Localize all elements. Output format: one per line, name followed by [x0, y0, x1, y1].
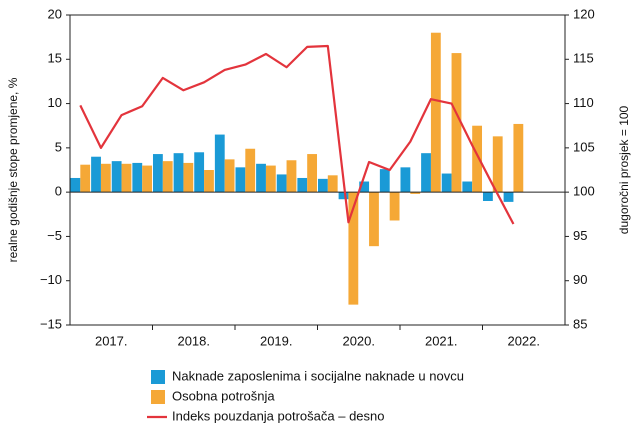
y2-tick-label: 120: [573, 6, 595, 21]
x-tick-label: 2017.: [95, 333, 128, 348]
y2-tick-label: 105: [573, 139, 595, 154]
bar: [421, 153, 431, 193]
line: [79, 44, 515, 225]
y2-tick-label: 110: [573, 95, 594, 110]
bar: [492, 136, 503, 193]
bar: [224, 159, 235, 193]
bar: [503, 192, 514, 202]
y-tick-label: −10: [40, 272, 62, 287]
legend-label: Indeks pouzdanja potrošača – desno: [172, 408, 385, 423]
x-tick-label: 2021.: [425, 333, 458, 348]
y2-tick-label: 115: [573, 51, 594, 66]
bar: [472, 125, 483, 193]
bar: [297, 177, 308, 193]
bar: [80, 164, 91, 193]
legend-swatch: [151, 390, 165, 404]
bar: [173, 153, 184, 193]
y2-axis-label: dugoročni prosjek = 100: [617, 105, 631, 234]
y-axis-label: realne godišnje stope promjene, %: [6, 77, 20, 262]
bar: [256, 163, 266, 193]
bar: [111, 161, 122, 193]
bar: [276, 174, 287, 193]
bar: [194, 152, 205, 193]
bar: [359, 181, 370, 193]
bar: [348, 192, 359, 305]
bar: [132, 162, 143, 193]
y2-tick-label: 95: [573, 228, 587, 243]
y2-tick-label: 100: [573, 184, 595, 199]
x-tick-label: 2020.: [342, 333, 375, 348]
bar: [307, 154, 318, 193]
y-tick-label: 15: [48, 51, 62, 66]
bar: [513, 123, 524, 193]
bar: [245, 148, 256, 193]
y-tick-label: 20: [48, 6, 62, 21]
y2-tick-label: 85: [573, 316, 587, 331]
legend-label: Naknade zaposlenima i socijalne naknade …: [172, 368, 464, 383]
x-tick-label: 2018.: [177, 333, 210, 348]
bar: [410, 192, 421, 194]
bar: [70, 177, 81, 193]
y-tick-label: 5: [55, 139, 62, 154]
bar: [338, 192, 349, 200]
bar: [327, 175, 338, 193]
bar: [379, 169, 390, 193]
bar: [100, 163, 111, 193]
bar: [235, 167, 246, 193]
bar: [462, 181, 473, 193]
bar: [369, 192, 379, 247]
bar: [142, 165, 153, 193]
bar: [183, 162, 194, 193]
bar: [162, 161, 173, 193]
bar: [121, 163, 132, 193]
legend-label: Osobna potrošnja: [172, 388, 275, 403]
bar: [214, 134, 225, 193]
plot-frame: [69, 14, 566, 326]
bar: [317, 178, 328, 193]
bar: [482, 192, 493, 201]
y-tick-label: −5: [47, 228, 62, 243]
bar: [265, 165, 276, 193]
bar: [400, 167, 411, 193]
bar: [286, 160, 297, 193]
bar: [451, 53, 462, 193]
bar: [441, 173, 452, 193]
y-tick-label: 10: [48, 95, 62, 110]
x-tick-label: 2019.: [260, 333, 293, 348]
bar: [204, 170, 214, 193]
bar: [389, 192, 400, 221]
y2-tick-label: 90: [573, 272, 587, 287]
x-tick-label: 2022.: [507, 333, 540, 348]
legend-swatch: [151, 370, 165, 384]
y-tick-label: −15: [40, 316, 62, 331]
bar: [91, 156, 101, 193]
y-tick-label: 0: [55, 184, 62, 199]
bar: [430, 32, 441, 193]
bar: [152, 154, 163, 193]
